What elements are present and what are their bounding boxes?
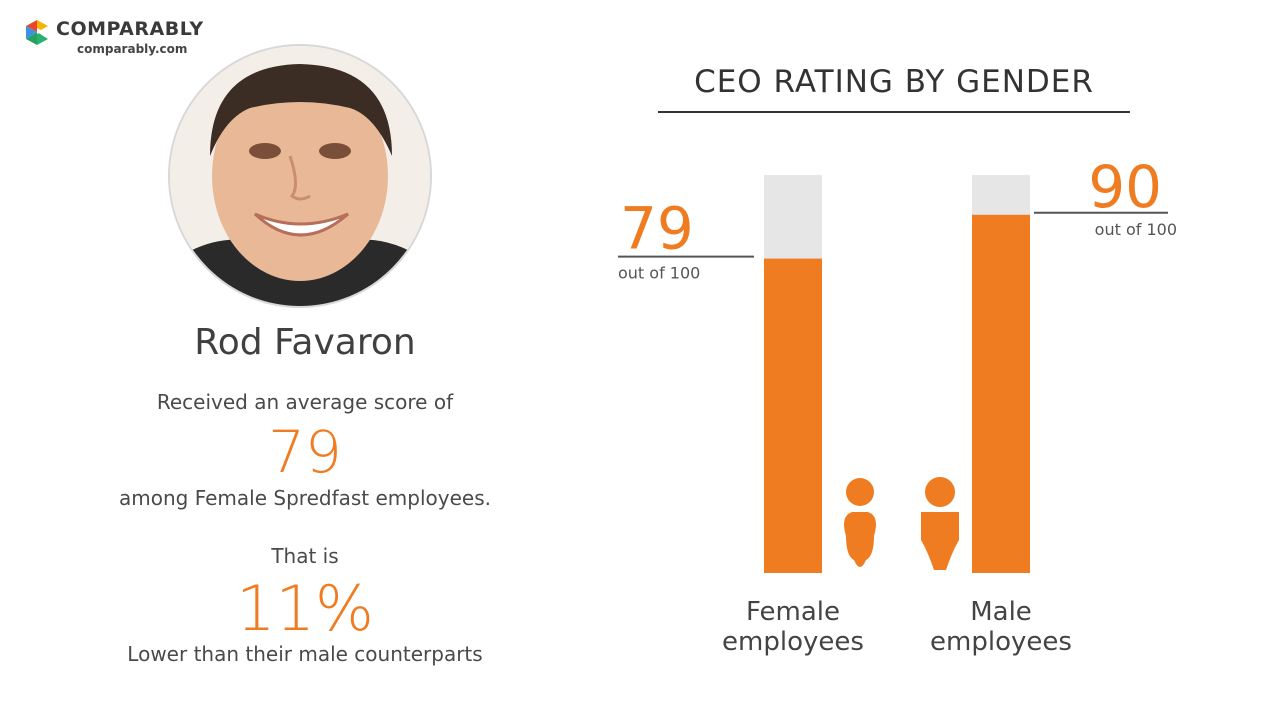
comparison-context-text: Lower than their male counterparts (127, 642, 483, 666)
female-score-value: 79 (268, 418, 342, 486)
ceo-name: Rod Favaron (194, 322, 416, 363)
chart-title-underline (658, 111, 1130, 113)
category-label-2-line-2: employees (930, 627, 1072, 657)
category-label-1-line-1: Female (746, 597, 840, 627)
ceo-portrait-illustration (170, 46, 430, 306)
score-intro-text: Received an average score of (156, 390, 454, 414)
difference-percent: 11% (236, 572, 374, 645)
value-sublabel-2: out of 100 (1095, 220, 1177, 239)
logo-wordmark: COMPARABLY (56, 18, 204, 40)
logo-url: comparably.com (77, 42, 188, 56)
comparably-logo: COMPARABLY comparably.com (24, 14, 224, 64)
female-person-icon (844, 478, 876, 567)
score-context-text: among Female Spredfast employees. (119, 486, 491, 510)
chart-title: CEO RATING BY GENDER (694, 64, 1094, 100)
value-sublabel-1: out of 100 (618, 264, 700, 283)
ceo-photo (168, 44, 432, 308)
male-person-icon (921, 477, 959, 570)
category-label-1-line-2: employees (722, 627, 864, 657)
category-label-2-line-1: Male (970, 597, 1032, 627)
comparably-logo-icon (26, 20, 48, 45)
value-label-1: 79 (620, 195, 694, 263)
bar-2 (972, 214, 1030, 574)
comparison-intro-text: That is (271, 544, 339, 568)
bar-1 (764, 258, 822, 573)
value-label-2: 90 (1088, 160, 1162, 221)
